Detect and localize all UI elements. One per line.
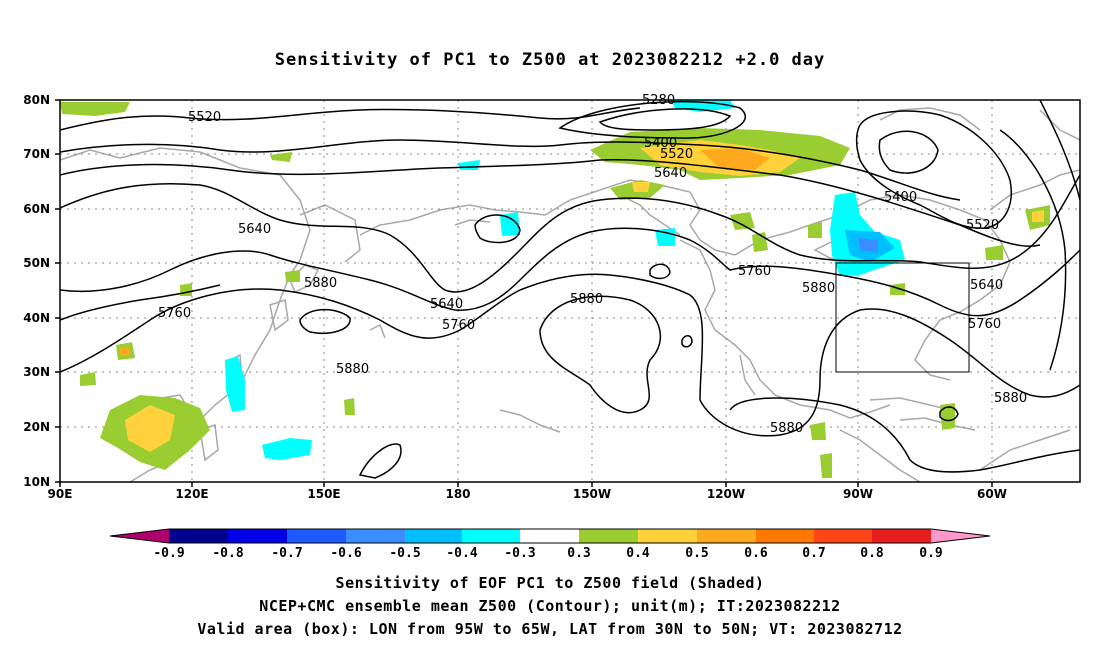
contour-label: 5520 xyxy=(660,147,693,162)
plot-frame xyxy=(59,99,1081,483)
lon-label: 150E xyxy=(307,487,340,501)
lon-label: 90E xyxy=(48,487,73,501)
colorbar-label: 0.9 xyxy=(919,546,942,561)
colorbar-swatch xyxy=(697,529,756,543)
lon-label: 180 xyxy=(445,487,470,501)
colorbar-swatch xyxy=(346,529,405,543)
contour-label: 5880 xyxy=(304,276,337,291)
colorbar-high-arrow xyxy=(931,529,990,543)
lat-label: 60N xyxy=(23,202,50,216)
colorbar-label: -0.8 xyxy=(212,546,243,561)
colorbar-label: 0.6 xyxy=(744,546,768,561)
contour-label: 5640 xyxy=(654,166,687,181)
colorbar-swatch xyxy=(169,529,228,543)
contour-label: 5640 xyxy=(970,278,1003,293)
contour-label: 5760 xyxy=(158,306,191,321)
colorbar-label: 0.4 xyxy=(626,546,650,561)
colorbar-swatch xyxy=(405,529,462,543)
latitude-labels: 80N 70N 60N 50N 40N 30N 20N 10N xyxy=(23,93,50,489)
contour-labels: 5520 5280 5400 5520 5640 5640 5400 5520 … xyxy=(158,93,1027,436)
colorbar xyxy=(109,528,991,544)
contour-label: 5400 xyxy=(644,136,677,151)
contour-label: 5640 xyxy=(238,222,271,237)
contour-label: 5760 xyxy=(738,264,771,279)
colorbar-label: -0.7 xyxy=(271,546,302,561)
contour-label: 5520 xyxy=(188,110,221,125)
colorbar-swatch xyxy=(520,529,579,543)
lon-label: 60W xyxy=(977,487,1007,501)
longitude-labels: 90E 120E 150E 180 150W 120W 90W 60W xyxy=(48,487,1007,501)
colorbar-label: -0.3 xyxy=(504,546,535,561)
colorbar-label: 0.7 xyxy=(802,546,825,561)
lat-label: 70N xyxy=(23,147,50,161)
lat-label: 40N xyxy=(23,311,50,325)
contour-label: 5880 xyxy=(802,281,835,296)
colorbar-swatch xyxy=(287,529,346,543)
contour-label: 5880 xyxy=(770,421,803,436)
colorbar-swatch xyxy=(462,529,520,543)
valid-area-box xyxy=(835,262,970,373)
lon-label: 120E xyxy=(175,487,208,501)
contour-label: 5640 xyxy=(430,297,463,312)
lon-label: 150W xyxy=(573,487,611,501)
caption-line-2: NCEP+CMC ensemble mean Z500 (Contour); u… xyxy=(259,597,841,615)
contour-label: 5760 xyxy=(968,317,1001,332)
contour-label: 5880 xyxy=(570,292,603,307)
colorbar-swatch xyxy=(814,529,872,543)
colorbar-swatch xyxy=(228,529,287,543)
contour-label: 5400 xyxy=(884,190,917,205)
lon-label: 120W xyxy=(707,487,745,501)
colorbar-label: -0.6 xyxy=(330,546,361,561)
lat-label: 50N xyxy=(23,256,50,270)
lat-label: 80N xyxy=(23,93,50,107)
contour-label: 5880 xyxy=(336,362,369,377)
caption-line-3: Valid area (box): LON from 95W to 65W, L… xyxy=(197,620,903,638)
colorbar-label: -0.9 xyxy=(153,546,184,561)
colorbar-swatch xyxy=(638,529,697,543)
colorbar-label: -0.5 xyxy=(389,546,420,561)
colorbar-swatch xyxy=(756,529,814,543)
chart-title: Sensitivity of PC1 to Z500 at 2023082212… xyxy=(274,50,826,70)
colorbar-label: -0.4 xyxy=(446,546,477,561)
colorbar-label: 0.8 xyxy=(860,546,884,561)
lat-label: 30N xyxy=(23,365,50,379)
lon-label: 90W xyxy=(843,487,873,501)
contour-label: 5880 xyxy=(994,391,1027,406)
lat-label: 20N xyxy=(23,420,50,434)
colorbar-low-arrow xyxy=(110,529,169,543)
colorbar-label: 0.5 xyxy=(685,546,708,561)
contour-label: 5760 xyxy=(442,318,475,333)
lat-label: 10N xyxy=(23,475,50,489)
z500-contours xyxy=(60,100,1080,479)
colorbar-swatch xyxy=(872,529,931,543)
caption-line-1: Sensitivity of EOF PC1 to Z500 field (Sh… xyxy=(335,574,765,592)
contour-label: 5520 xyxy=(966,218,999,233)
colorbar-labels: -0.9 -0.8 -0.7 -0.6 -0.5 -0.4 -0.3 0.3 0… xyxy=(153,546,942,561)
axis-ticks xyxy=(55,99,993,487)
colorbar-label: 0.3 xyxy=(567,546,590,561)
colorbar-swatch xyxy=(579,529,638,543)
